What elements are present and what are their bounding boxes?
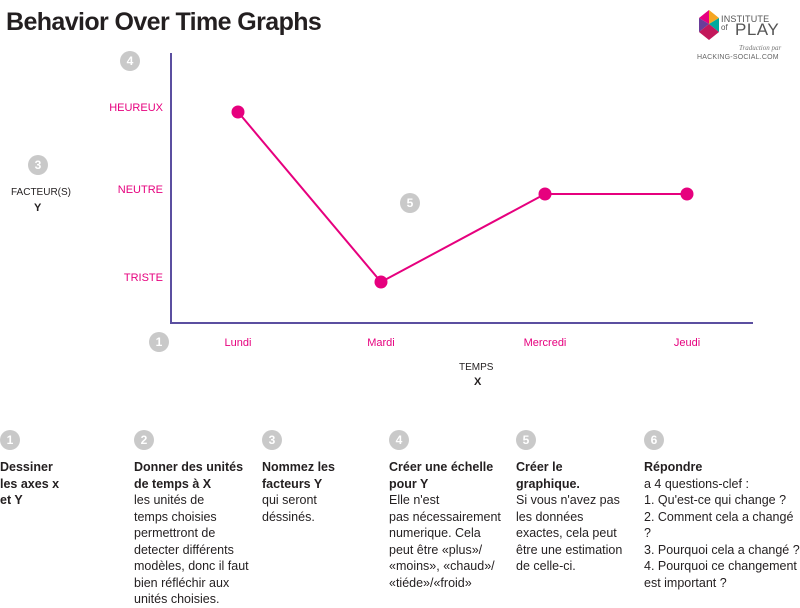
step-3-text: qui seront déssinés. [262, 493, 317, 524]
step-4-heading: Créer une échelle pour Y [389, 460, 494, 491]
x-axis-title: TEMPS [459, 362, 494, 373]
y-tick-label: HEUREUX [109, 102, 163, 114]
x-tick-label: Mercredi [524, 337, 567, 349]
logo-line-institute: INSTITUTE [721, 14, 770, 24]
logo-line-of: of [721, 23, 728, 32]
data-point [231, 105, 245, 119]
step-3-heading: Nommez les facteurs Y [262, 460, 335, 491]
x-tick-label: Mardi [367, 337, 395, 349]
step-5-number: 5 [516, 430, 536, 450]
step-3-number: 3 [262, 430, 282, 450]
logo-translation-label: Traduction par [739, 44, 782, 52]
step-5: 5 Créer le graphique. Si vous n'avez pas… [516, 430, 622, 575]
x-axis-variable: X [474, 376, 482, 388]
behavior-over-time-chart: TRISTE NEUTRE HEUREUX Lundi Mardi Mercredi Jeu… [109, 53, 753, 349]
step-2-heading: Donner des unités de temps à X [134, 460, 244, 491]
step-1-number: 1 [0, 430, 20, 450]
x-tick-label: Jeudi [674, 337, 700, 349]
step-2-number: 2 [134, 430, 154, 450]
y-tick-label: NEUTRE [118, 184, 163, 196]
badge-graph: 5 [400, 193, 420, 213]
badge-scale: 4 [120, 51, 140, 71]
step-2-text: les unités de temps choisies permettront… [134, 493, 249, 606]
logo-mark-icon [699, 10, 719, 40]
data-point [374, 275, 388, 289]
badge-origin: 1 [149, 332, 169, 352]
step-5-heading: Créer le graphique. [516, 460, 580, 491]
y-axis-title: FACTEUR(S) [11, 187, 71, 198]
step-6-heading: Répondre [644, 460, 703, 474]
step-3: 3 Nommez les facteurs Y qui seront déssi… [262, 430, 335, 525]
step-4: 4 Créer une échelle pour Y Elle n'est pa… [389, 430, 501, 591]
step-5-text: Si vous n'avez pas les données exactes, … [516, 493, 623, 573]
step-6: 6 Répondre a 4 questions-clef : 1. Qu'es… [644, 430, 800, 591]
logo-line-play: PLAY [735, 20, 780, 39]
logo-translation-source: HACKING-SOCIAL.COM [697, 54, 779, 61]
step-4-number: 4 [389, 430, 409, 450]
step-1: 1 Dessiner les axes x et Y [0, 430, 59, 509]
step-2: 2 Donner des unités de temps à X les uni… [134, 430, 249, 608]
badge-y-axis: 3 [28, 155, 48, 175]
institute-of-play-logo: INSTITUTE of PLAY Traduction par HACKING… [695, 8, 795, 68]
y-tick-label: TRISTE [124, 272, 163, 284]
data-point [538, 187, 552, 201]
step-1-heading: Dessiner les axes x et Y [0, 460, 60, 507]
step-6-text: a 4 questions-clef : 1. Qu'est-ce qui ch… [644, 476, 800, 590]
step-6-number: 6 [644, 430, 664, 450]
series-line [237, 111, 687, 284]
x-tick-label: Lundi [225, 337, 252, 349]
step-4-text: Elle n'est pas nécessairement numerique.… [389, 493, 501, 590]
data-point [680, 187, 694, 201]
page-title: Behavior Over Time Graphs [6, 8, 322, 36]
y-axis-variable: Y [34, 202, 42, 214]
